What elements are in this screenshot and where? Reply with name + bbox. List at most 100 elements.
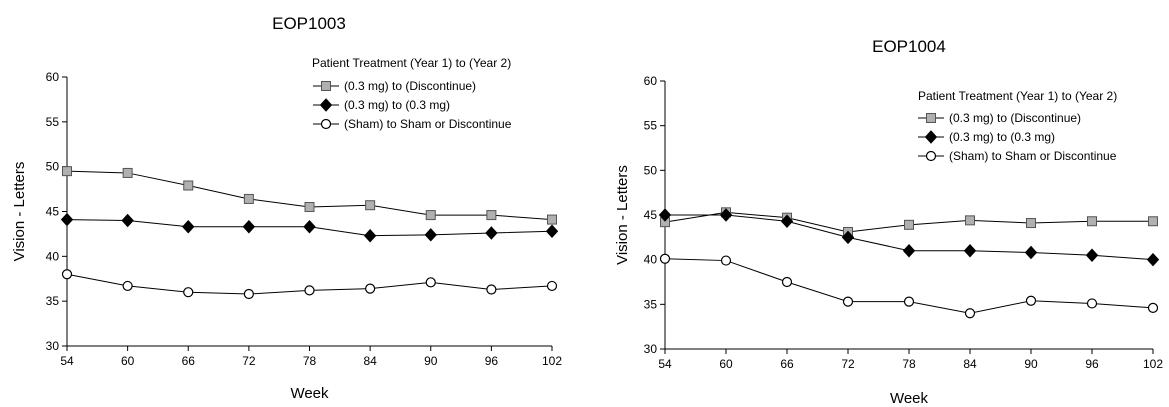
legend-item: (Sham) to Sham or Discontinue [918, 149, 1117, 163]
data-point [122, 167, 133, 178]
legend-label: (0.3 mg) to (0.3 mg) [949, 130, 1055, 144]
data-point [780, 214, 794, 228]
data-point [781, 276, 793, 288]
series-square [660, 207, 1158, 237]
data-point [425, 210, 436, 221]
x-tick-label: 72 [841, 357, 855, 371]
legend-marker [926, 113, 936, 123]
y-tick-label: 55 [644, 119, 658, 133]
data-point [1025, 295, 1037, 306]
data-point [964, 308, 976, 319]
data-point [1087, 216, 1097, 227]
y-tick-label: 50 [644, 163, 658, 177]
legend-label: (0.3 mg) to (Discontinue) [344, 79, 476, 93]
y-tick-label: 35 [644, 297, 658, 311]
data-point [842, 296, 854, 307]
data-point [545, 224, 559, 238]
y-tick-label: 30 [46, 339, 60, 353]
series-line [66, 170, 553, 221]
data-point [425, 277, 436, 288]
legend-item: (0.3 mg) to (0.3 mg) [313, 98, 450, 112]
x-tick-label: 78 [303, 354, 317, 368]
x-tick-label: 102 [542, 354, 562, 368]
data-point [1085, 248, 1099, 262]
data-point [1086, 298, 1098, 309]
chart-title: EOP1003 [272, 14, 346, 33]
y-tick-label: 45 [644, 208, 658, 222]
data-point [121, 213, 134, 228]
x-tick-label: 84 [963, 357, 977, 371]
data-point [963, 243, 977, 258]
legend-marker [924, 130, 938, 144]
data-point [243, 193, 254, 204]
data-point [1146, 252, 1160, 267]
data-point [60, 212, 74, 227]
data-point [719, 208, 733, 222]
data-point [1147, 302, 1159, 314]
x-tick-label: 72 [242, 354, 256, 368]
data-point [658, 208, 672, 222]
legend: Patient Treatment (Year 1) to (Year 2) (0… [312, 56, 512, 131]
x-tick-label: 96 [485, 354, 499, 368]
chart-eop1003: EOP1003 30 35 40 45 50 55 60 54 60 66 72 78 84 90 96 102… [11, 14, 562, 402]
x-tick-label: 60 [121, 354, 135, 368]
data-point [182, 220, 195, 234]
data-point [904, 219, 914, 230]
data-point [242, 220, 256, 234]
data-point [485, 226, 498, 240]
legend-item: (0.3 mg) to (Discontinue) [313, 79, 476, 93]
data-point [547, 214, 557, 225]
chart-title: EOP1004 [872, 37, 946, 56]
data-point [546, 280, 558, 292]
legend-label: (0.3 mg) to (0.3 mg) [344, 98, 450, 112]
y-tick-label: 35 [46, 294, 60, 308]
series-diamond [60, 212, 559, 243]
x-tick-label: 78 [902, 357, 916, 371]
legend-item: (0.3 mg) to (Discontinue) [918, 111, 1081, 125]
series-square [62, 166, 557, 225]
data-point [183, 180, 194, 191]
x-tick-label: 54 [60, 354, 74, 368]
legend-marker [321, 81, 331, 91]
x-tick-label: 66 [780, 357, 794, 371]
series-circle [659, 253, 1159, 319]
legend-title: Patient Treatment (Year 1) to (Year 2) [312, 56, 511, 70]
legend-item: (0.3 mg) to (0.3 mg) [918, 130, 1055, 144]
y-tick-label: 60 [644, 74, 658, 88]
y-tick-label: 30 [644, 342, 658, 356]
y-tick-label: 40 [644, 253, 658, 267]
data-point [720, 255, 732, 266]
legend-label: (Sham) to Sham or Discontinue [344, 117, 512, 131]
y-axis-label: Vision - Letters [11, 162, 28, 262]
series-circle [61, 269, 558, 300]
legend: Patient Treatment (Year 1) to (Year 2) (0… [918, 89, 1117, 163]
data-point [304, 202, 315, 213]
legend-title: Patient Treatment (Year 1) to (Year 2) [918, 89, 1117, 103]
data-point [243, 288, 254, 300]
data-point [424, 228, 437, 242]
legend-marker [319, 98, 333, 112]
x-tick-label: 60 [719, 357, 733, 371]
data-point [486, 284, 497, 295]
chart-eop1004: EOP1004 30 35 40 45 50 55 60 54 60 66 72 78 84 90 96 102… [614, 37, 1163, 407]
legend-item: (Sham) to Sham or Discontinue [313, 117, 512, 131]
data-point [122, 280, 133, 292]
data-point [365, 200, 376, 211]
x-tick-label: 102 [1143, 357, 1163, 371]
legend-marker [320, 118, 332, 130]
data-point [62, 166, 72, 177]
y-tick-label: 50 [46, 160, 60, 174]
y-axis-label: Vision - Letters [614, 165, 631, 265]
legend-label: (0.3 mg) to (Discontinue) [949, 111, 1081, 125]
data-point [1026, 218, 1036, 229]
data-point [965, 215, 975, 226]
y-tick-label: 55 [46, 115, 60, 129]
data-point [363, 228, 377, 243]
data-point [183, 287, 194, 298]
x-tick-label: 96 [1085, 357, 1099, 371]
legend-marker [925, 150, 937, 162]
x-tick-label: 66 [182, 354, 196, 368]
data-point [303, 220, 316, 234]
data-point [1024, 245, 1038, 260]
